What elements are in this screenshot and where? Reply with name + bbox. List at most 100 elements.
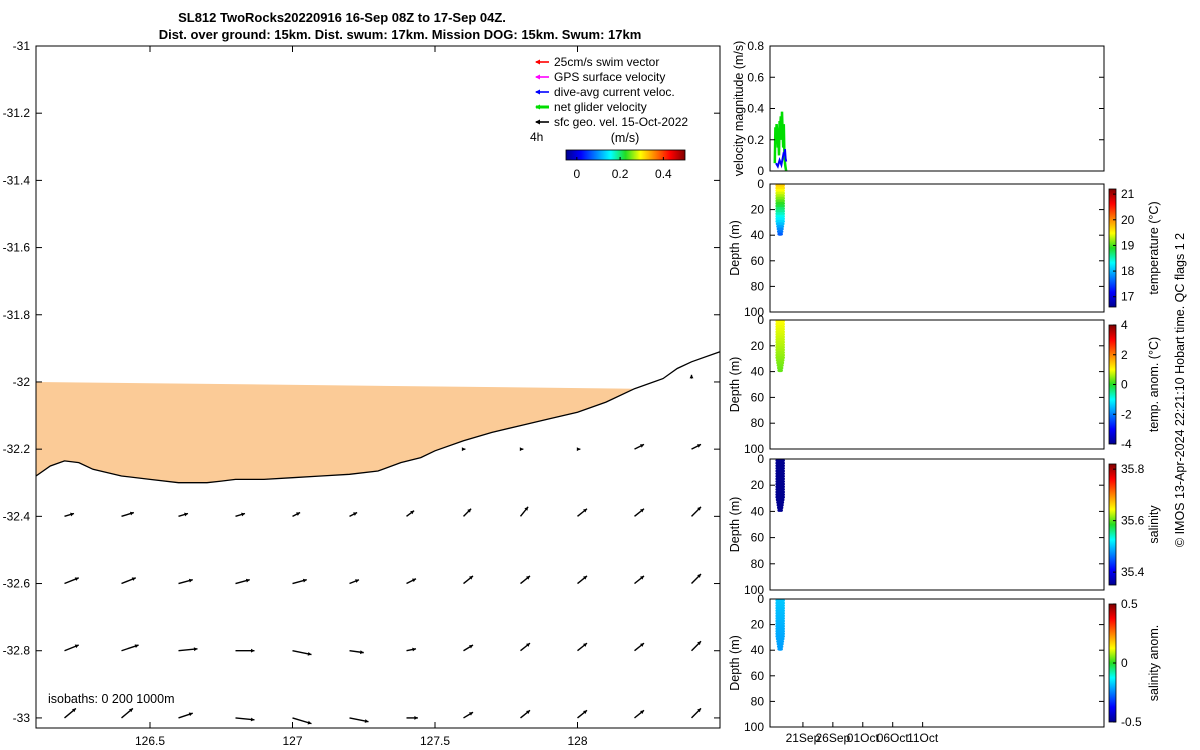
profile-data	[775, 599, 785, 651]
colorbar-label: salinity anom.	[1147, 625, 1161, 701]
current-vector	[463, 711, 474, 719]
current-vector	[178, 578, 193, 585]
profile-data	[775, 320, 785, 373]
current-vector	[577, 508, 588, 517]
depth-ylabel: Depth (m)	[728, 635, 742, 691]
map-xtick-label: 127.5	[420, 734, 450, 748]
current-vector	[178, 647, 198, 652]
velocity-ytick-label: 0.4	[747, 102, 764, 116]
colorbar-tick-label: 21	[1121, 187, 1135, 201]
map-xtick-label: 127	[282, 734, 302, 748]
colorbar-tick-label: -4	[1121, 437, 1132, 451]
current-vectors	[64, 374, 702, 725]
current-vector	[520, 642, 531, 652]
map-ytick-label: -32.6	[3, 577, 31, 591]
legend-item: 25cm/s swim vector	[535, 55, 659, 69]
current-vector	[64, 707, 77, 719]
date-xtick-label: 21Sep	[786, 731, 821, 745]
colorbar-tick-label: 18	[1121, 264, 1135, 278]
current-vector	[576, 447, 581, 452]
map-xtick-label: 128	[567, 734, 587, 748]
map-panel: -31 -31.2 -31.4 -31.6 -31.8 -32 -32.2 -32.4 -32.…	[3, 39, 721, 748]
depth-ytick-label: 80	[751, 557, 765, 571]
legend-time-label: 4h	[530, 130, 543, 144]
map-xtick-label: 126.5	[135, 734, 165, 748]
map-ytick-label: -33	[13, 711, 31, 725]
depth-ytick-label: 0	[757, 592, 764, 606]
current-vector	[689, 374, 694, 379]
legend-item: sfc geo. vel. 15-Oct-2022	[535, 115, 688, 129]
current-vector	[634, 575, 645, 585]
current-vector	[691, 443, 702, 450]
current-vector	[691, 506, 702, 517]
colorbar-tick-label: 35.8	[1121, 462, 1145, 476]
current-vector	[463, 508, 472, 517]
colorbar-tick-label: 4	[1121, 318, 1128, 332]
speed-colorbar-label: (m/s)	[611, 131, 639, 145]
coastline	[35, 351, 721, 484]
legend-label: GPS surface velocity	[554, 70, 665, 84]
current-vector	[634, 443, 645, 450]
footer-credit: © IMOS 13-Apr-2024 22:21:10 Hobart time.…	[1173, 233, 1187, 547]
map-ytick-label: -31.8	[3, 308, 31, 322]
date-xtick-label: 01Oct	[847, 731, 880, 745]
map-ytick-label: -31	[13, 39, 31, 53]
depth-ytick-label: 60	[751, 390, 765, 404]
current-vector	[121, 511, 135, 518]
current-vector	[691, 707, 702, 719]
current-vector	[64, 577, 80, 585]
date-xtick-label: 26Sep	[815, 731, 850, 745]
depth-panel-frame	[769, 458, 1105, 591]
depth-ytick-label: 40	[751, 365, 765, 379]
map-axis-ticks: -31 -31.2 -31.4 -31.6 -31.8 -32 -32.2 -32.4 -32.…	[3, 39, 720, 748]
colorbar-tick-label: 35.6	[1121, 514, 1145, 528]
legend-label: net glider velocity	[554, 100, 647, 114]
map-ytick-label: -31.6	[3, 241, 31, 255]
current-vector	[349, 579, 360, 585]
depth-ylabel: Depth (m)	[728, 357, 742, 413]
current-vector	[349, 650, 364, 655]
current-vector	[121, 577, 137, 585]
depth-ytick-label: 0	[757, 452, 764, 466]
current-vector	[691, 640, 702, 652]
map-ytick-label: -32	[13, 375, 31, 389]
depth-ytick-label: 20	[751, 478, 765, 492]
colorbar-tick-label: 20	[1121, 213, 1135, 227]
velocity-series-line	[775, 149, 788, 169]
depth-panel-frame	[769, 319, 1105, 450]
colorbar	[1108, 463, 1117, 586]
current-vector	[121, 707, 134, 719]
current-vector	[577, 575, 588, 585]
speed-colorbar-tick: 0.2	[612, 167, 629, 181]
current-vector	[292, 717, 312, 725]
date-xtick-label: 11Oct	[907, 731, 939, 745]
velocity-frame	[769, 45, 1105, 172]
current-vector	[634, 642, 645, 652]
legend-item: net glider velocity	[535, 100, 647, 114]
legend-label: 25cm/s swim vector	[554, 55, 659, 69]
colorbar-label: temperature (°C)	[1147, 201, 1161, 294]
legend-label: dive-avg current veloc.	[554, 85, 675, 99]
velocity-ytick-label: 0.2	[747, 133, 764, 147]
profile-data	[775, 184, 785, 236]
current-vector	[406, 716, 418, 720]
map-ytick-label: -31.2	[3, 106, 31, 120]
salinity-panel: 0 20 40 60 80 100 Depth (m) 35.4 35.6 35.8 salinit…	[728, 452, 1161, 597]
current-vector	[292, 511, 301, 517]
current-vector	[461, 447, 466, 452]
depth-panel-frame	[769, 183, 1105, 313]
current-vector	[519, 447, 524, 452]
depth-ytick-label: 100	[744, 305, 764, 319]
legend-item: dive-avg current veloc.	[535, 85, 675, 99]
colorbar-tick-label: 0.5	[1121, 597, 1138, 611]
chart-title-line1: SL812 TwoRocks20220916 16-Sep 08Z to 17-…	[178, 10, 506, 25]
map-frame	[35, 45, 721, 729]
depth-ytick-label: 80	[751, 279, 765, 293]
map-ytick-label: -31.4	[3, 173, 31, 187]
colorbar-tick-label: 0	[1121, 378, 1128, 392]
land-layer	[35, 351, 721, 484]
depth-ytick-label: 80	[751, 416, 765, 430]
depth-ytick-label: 80	[751, 694, 765, 708]
current-vector	[577, 709, 588, 719]
speed-colorbar-tick: 0.4	[655, 167, 672, 181]
